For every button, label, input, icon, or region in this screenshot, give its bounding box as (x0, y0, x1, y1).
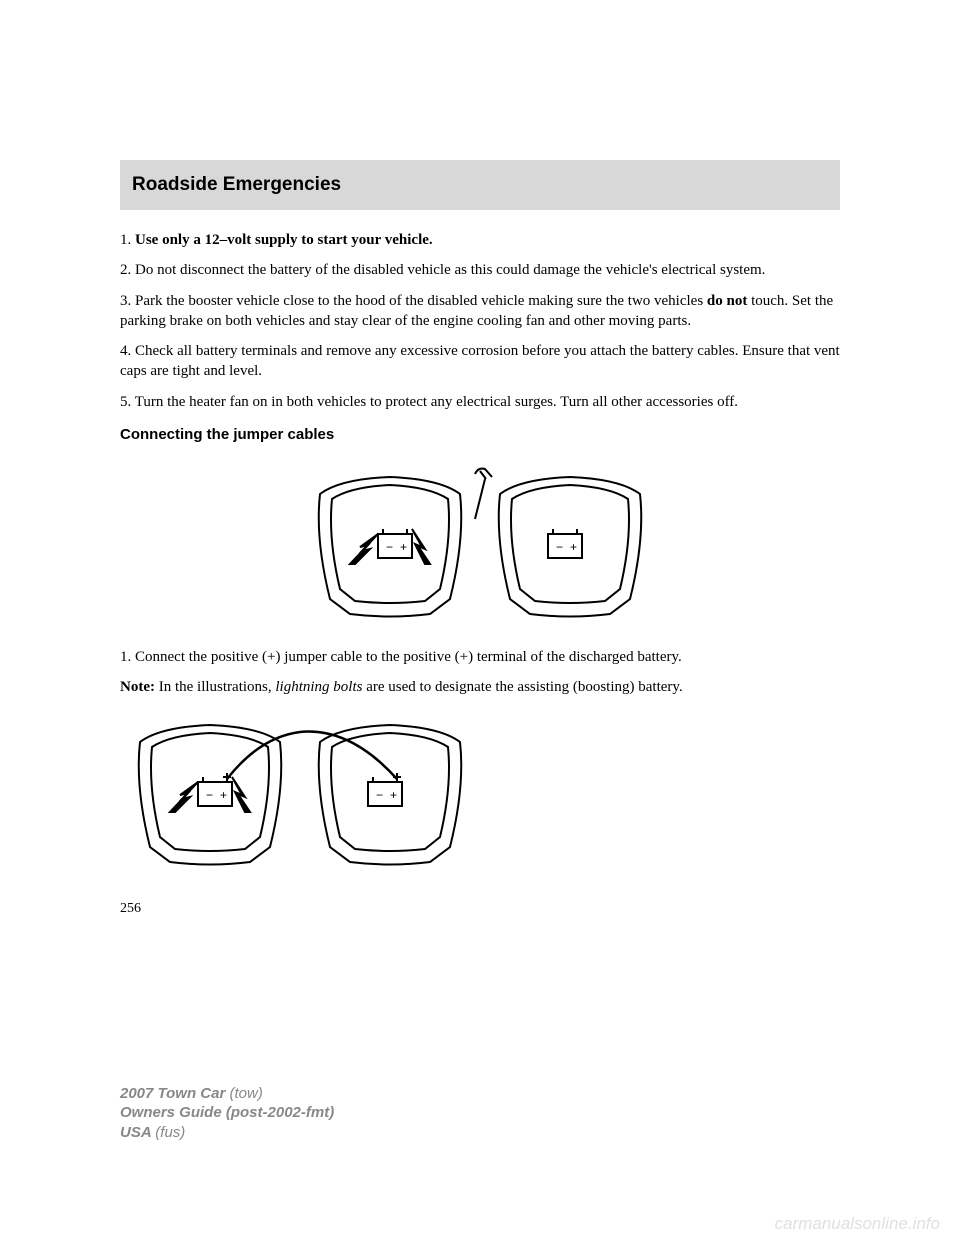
svg-text:−: − (386, 540, 393, 554)
footer-fus: (fus) (155, 1124, 185, 1141)
svg-text:+: + (220, 788, 227, 802)
note-b: are used to designate the assisting (boo… (362, 679, 682, 695)
step-4: 4. Check all battery terminals and remov… (120, 341, 840, 382)
svg-text:−: − (556, 540, 563, 554)
footer-tow: (tow) (229, 1085, 262, 1102)
jumper-cable-diagram-1: − + − + (300, 459, 660, 624)
svg-text:+: + (570, 540, 577, 554)
step-1: 1. Use only a 12–volt supply to start yo… (120, 230, 840, 250)
step-1-bold: Use only a 12–volt supply to start your … (135, 232, 433, 248)
note-label: Note: (120, 679, 155, 695)
section-title: Roadside Emergencies (132, 174, 828, 196)
diagram-1-wrap: − + − + (120, 459, 840, 629)
svg-text:−: − (376, 788, 383, 802)
step-5: 5. Turn the heater fan on in both vehicl… (120, 392, 840, 412)
svg-text:+: + (400, 540, 407, 554)
step-3-a: 3. Park the booster vehicle close to the… (120, 293, 707, 309)
note-a: In the illustrations, (155, 679, 275, 695)
watermark: carmanualsonline.info (775, 1214, 940, 1234)
step-2: 2. Do not disconnect the battery of the … (120, 260, 840, 280)
footer-line-2: Owners Guide (post-2002-fmt) (120, 1103, 334, 1123)
note-paragraph: Note: In the illustrations, lightning bo… (120, 677, 840, 697)
header-banner: Roadside Emergencies (120, 160, 840, 210)
footer-block: 2007 Town Car (tow) Owners Guide (post-2… (120, 1084, 334, 1143)
step-3: 3. Park the booster vehicle close to the… (120, 291, 840, 332)
svg-text:+: + (390, 788, 397, 802)
jumper-cable-diagram-2: − + − + (120, 707, 480, 872)
step-3-bold: do not (707, 293, 747, 309)
step-1-prefix: 1. (120, 232, 135, 248)
footer-model: 2007 Town Car (120, 1085, 229, 1102)
footer-line-1: 2007 Town Car (tow) (120, 1084, 334, 1104)
page-number: 256 (120, 901, 840, 917)
page-content: Roadside Emergencies 1. Use only a 12–vo… (0, 0, 960, 917)
footer-line-3: USA (fus) (120, 1123, 334, 1143)
diagram-2-wrap: − + − + (120, 707, 840, 877)
connect-step-1: 1. Connect the positive (+) jumper cable… (120, 647, 840, 667)
svg-text:−: − (206, 788, 213, 802)
note-italic: lightning bolts (275, 679, 362, 695)
subheading-connecting: Connecting the jumper cables (120, 426, 840, 443)
footer-usa: USA (120, 1124, 155, 1141)
